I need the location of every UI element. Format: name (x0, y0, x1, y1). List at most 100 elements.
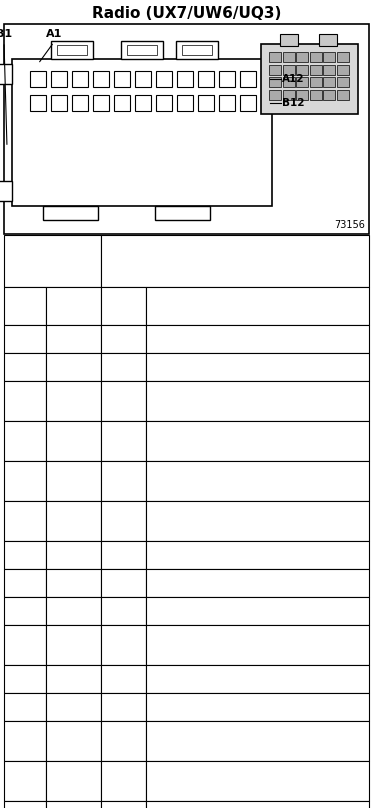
Bar (46, 325, 101, 353)
Bar (269, 90, 281, 99)
Text: Wire
Color: Wire Color (57, 295, 90, 317)
Text: B9: B9 (18, 776, 32, 786)
Bar (46, 461, 101, 501)
Bar (101, 325, 146, 353)
Bar (4, 287, 46, 325)
Text: Left Front Speaker
Output (+): Left Front Speaker Output (+) (152, 390, 247, 412)
Text: •  12110088
•  24-Way F Micro-Pack
100 Series (GRY): • 12110088 • 24-Way F Micro-Pack 100 Ser… (109, 242, 253, 280)
Bar (46, 421, 101, 461)
Bar (156, 71, 172, 87)
Text: B6–B7: B6–B7 (9, 702, 41, 712)
Bar (101, 569, 146, 597)
Bar (121, 41, 163, 59)
Bar (4, 421, 46, 461)
Text: —: — (68, 362, 79, 372)
Bar (4, 801, 46, 808)
Bar (146, 381, 369, 421)
Bar (4, 24, 369, 234)
Bar (12, 59, 272, 206)
Bar (310, 90, 322, 99)
Bar (101, 235, 369, 287)
Text: B12: B12 (282, 98, 305, 108)
Bar (4, 381, 46, 421)
Bar (43, 206, 98, 220)
Bar (310, 52, 322, 62)
Bar (198, 95, 214, 111)
Bar (101, 287, 146, 325)
Bar (269, 77, 281, 87)
Bar (283, 65, 295, 74)
Bar (296, 90, 308, 99)
Bar (46, 801, 101, 808)
Text: 340: 340 (114, 578, 134, 588)
Bar (296, 77, 308, 87)
Bar (46, 541, 101, 569)
Text: A12: A12 (282, 74, 305, 84)
Text: 116: 116 (114, 776, 134, 786)
Bar (155, 206, 210, 220)
Bar (176, 41, 218, 59)
Bar (4, 541, 46, 569)
Bar (30, 71, 46, 87)
Text: Instrument Panel Lamp
Supply Voltage - 1: Instrument Panel Lamp Supply Voltage - 1 (152, 634, 273, 656)
Bar (146, 541, 369, 569)
Bar (46, 665, 101, 693)
Text: GRY: GRY (63, 640, 84, 650)
Bar (46, 287, 101, 325)
Bar (146, 625, 369, 665)
Bar (310, 77, 322, 87)
Bar (146, 569, 369, 597)
Text: DK BLU: DK BLU (54, 516, 92, 526)
Text: ORN: ORN (62, 578, 85, 588)
Text: A1: A1 (46, 29, 62, 39)
Text: B1: B1 (18, 578, 32, 588)
Bar (146, 421, 369, 461)
Bar (101, 421, 146, 461)
Bar (177, 71, 193, 87)
Bar (4, 501, 46, 541)
Bar (114, 71, 130, 87)
Bar (146, 325, 369, 353)
Bar (323, 65, 335, 74)
Text: Right Rear Speaker
Output (+): Right Rear Speaker Output (+) (152, 510, 253, 532)
Bar (93, 71, 109, 87)
Bar (101, 353, 146, 381)
Text: GRY: GRY (63, 436, 84, 446)
Bar (51, 95, 67, 111)
Bar (127, 45, 157, 55)
Bar (4, 665, 46, 693)
Text: B5: B5 (18, 674, 32, 684)
Text: 199: 199 (114, 736, 134, 746)
Text: 8: 8 (120, 640, 127, 650)
Text: B1: B1 (0, 29, 12, 39)
Bar (46, 597, 101, 625)
Text: —: — (68, 606, 79, 616)
Bar (114, 95, 130, 111)
Bar (4, 597, 46, 625)
Text: PPL: PPL (64, 334, 82, 344)
Bar (4, 569, 46, 597)
Bar (240, 95, 256, 111)
Bar (323, 90, 335, 99)
Text: 1807: 1807 (110, 334, 137, 344)
Text: Battery Positive Voltage: Battery Positive Voltage (152, 578, 277, 588)
Bar (310, 65, 322, 74)
Bar (101, 597, 146, 625)
Text: A11: A11 (15, 516, 35, 526)
Text: Left Rear Speaker
Output (+): Left Rear Speaker Output (+) (152, 730, 245, 752)
Bar (336, 65, 349, 74)
Bar (101, 665, 146, 693)
Bar (323, 52, 335, 62)
Text: 46: 46 (117, 516, 130, 526)
Text: A2–A7: A2–A7 (9, 362, 41, 372)
Bar (0, 181, 12, 201)
Text: A10: A10 (15, 476, 35, 486)
Bar (296, 52, 308, 62)
Bar (146, 801, 369, 808)
Bar (261, 95, 277, 111)
Bar (4, 761, 46, 801)
Text: YEL: YEL (64, 776, 82, 786)
Bar (177, 95, 193, 111)
Bar (336, 52, 349, 62)
Bar (269, 65, 281, 74)
